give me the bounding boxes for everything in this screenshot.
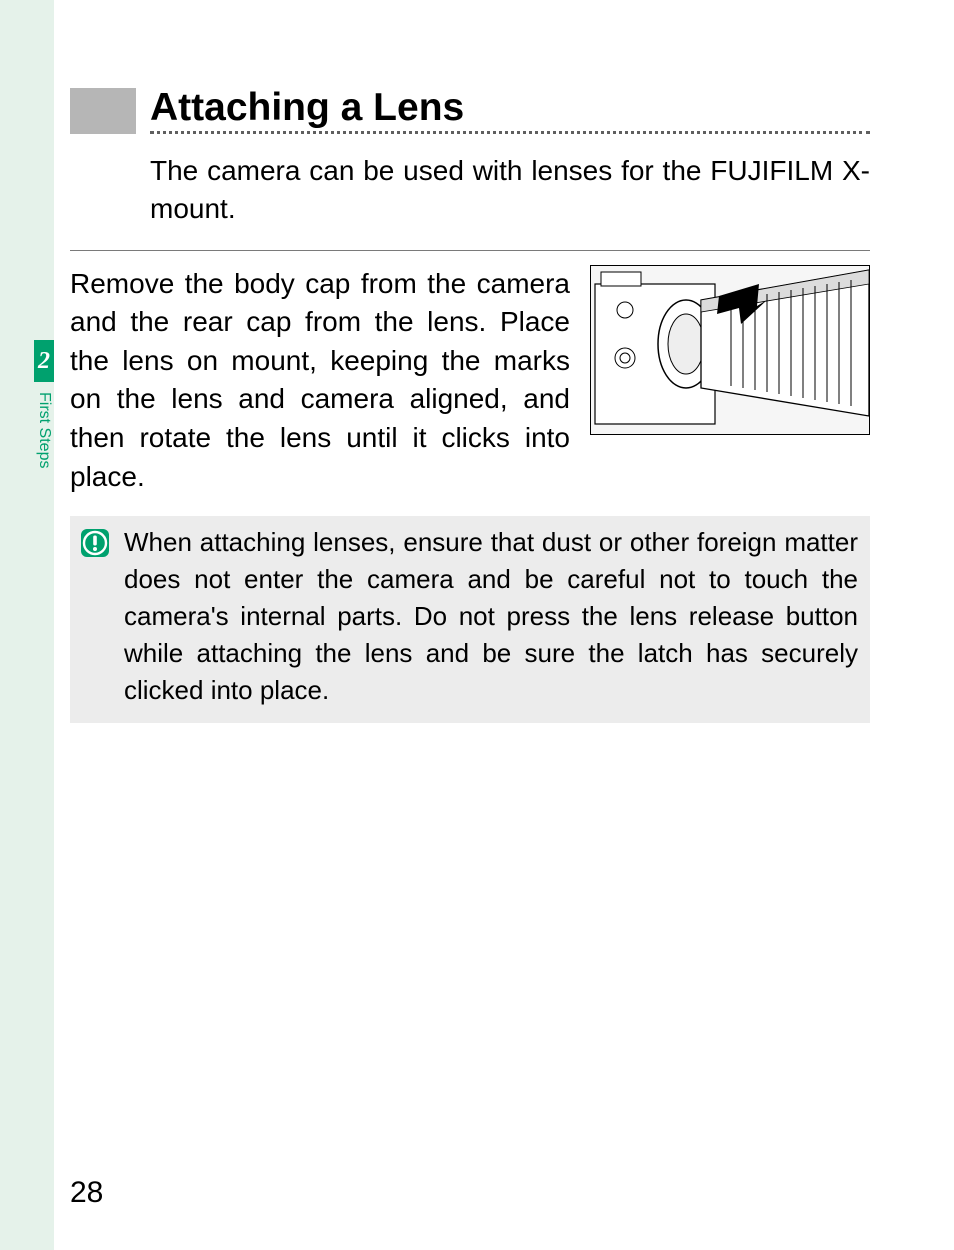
section-divider bbox=[70, 250, 870, 251]
camera-lens-svg bbox=[591, 266, 870, 435]
heading-bullet-box bbox=[70, 88, 136, 134]
chapter-label: First Steps bbox=[34, 388, 54, 528]
caution-note: When attaching lenses, ensure that dust … bbox=[70, 516, 870, 723]
page-number: 28 bbox=[70, 1176, 103, 1210]
body-row: Remove the body cap from the camera and … bbox=[70, 265, 870, 497]
body-text: Remove the body cap from the camera and … bbox=[70, 265, 570, 497]
caution-text: When attaching lenses, ensure that dust … bbox=[124, 524, 858, 709]
left-margin-band bbox=[0, 0, 54, 1250]
heading-underline-dotted bbox=[150, 131, 870, 134]
chapter-tab: 2 bbox=[34, 340, 54, 382]
chapter-number: 2 bbox=[38, 348, 50, 375]
heading-row: Attaching a Lens bbox=[70, 88, 870, 134]
heading-text-wrap: Attaching a Lens bbox=[150, 88, 870, 134]
caution-icon bbox=[80, 528, 110, 558]
lens-mount-illustration bbox=[590, 265, 870, 435]
page-title: Attaching a Lens bbox=[150, 88, 870, 129]
intro-text: The camera can be used with lenses for t… bbox=[150, 152, 870, 228]
page-content: Attaching a Lens The camera can be used … bbox=[70, 88, 870, 723]
